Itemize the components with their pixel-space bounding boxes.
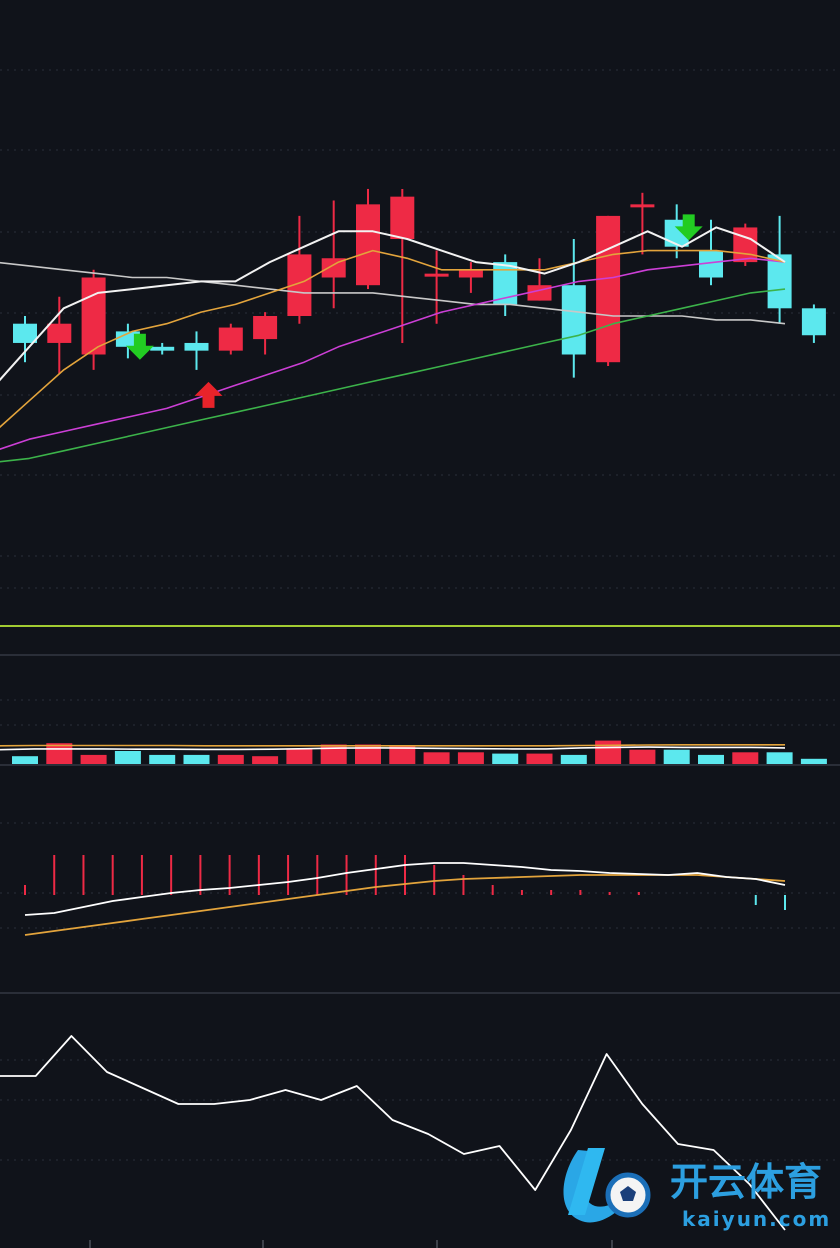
volume-bar [217,754,244,764]
volume-ma-yellow [0,743,785,747]
candle-down [767,254,792,309]
candle-up [733,227,758,263]
volume-bar [629,749,656,764]
candle-up [321,258,346,278]
watermark-title: 开云体育 [670,1160,822,1204]
candle-up [47,323,72,343]
candle-up [458,269,483,278]
candle-up [596,215,621,363]
candle-up [630,204,655,208]
volume-bar [766,752,793,764]
sell-arrow-icon [125,333,154,360]
candle-up [356,204,380,286]
volume-bar [183,754,210,764]
kdj-line [0,1035,786,1231]
candle-up [81,277,106,355]
candle-down [150,346,175,351]
candle-down [801,308,826,336]
volume-panel [0,740,827,764]
volume-bar [698,754,724,764]
volume-bar [492,753,519,764]
candle-up [253,316,278,340]
ma120-line [0,261,786,325]
grid-lines [0,69,840,1248]
macd-panel [24,855,786,936]
ma20-line [0,257,786,450]
candle-up [424,273,449,277]
watermark-logo [563,1148,651,1223]
watermark: 开云体育 kaiyun.com [563,1148,831,1231]
volume-bar [12,756,38,764]
volume-bar [320,744,347,764]
buy-arrow-icon [194,381,223,408]
candle-up [390,196,415,239]
sell-arrow-icon [674,214,703,241]
volume-bar [663,749,690,764]
watermark-subtitle: kaiyun.com [682,1207,831,1231]
volume-bar [80,754,107,764]
volume-bar [46,743,73,764]
volume-bar [732,752,759,764]
volume-bar [114,751,141,764]
ma60-line [0,288,786,463]
macd-dif-line [24,862,786,916]
candle-down [561,285,586,355]
kdj-panel [0,1035,786,1231]
volume-bar [800,758,827,764]
candle-down [184,342,209,351]
candle-down [13,323,37,343]
ma10-line [0,249,786,429]
volume-bar [149,754,176,764]
ma5-line [0,226,786,382]
volume-bar [286,748,313,764]
volume-bar [457,752,484,764]
volume-bar [389,745,416,764]
volume-bar [423,752,450,764]
volume-bar [560,754,587,764]
volume-bar [526,753,553,764]
volume-bar [595,740,622,764]
volume-bar [252,756,279,764]
volume-bar [355,744,381,764]
candle-up [218,327,243,351]
volume-ma-white [0,746,786,751]
price-panel [0,188,826,463]
